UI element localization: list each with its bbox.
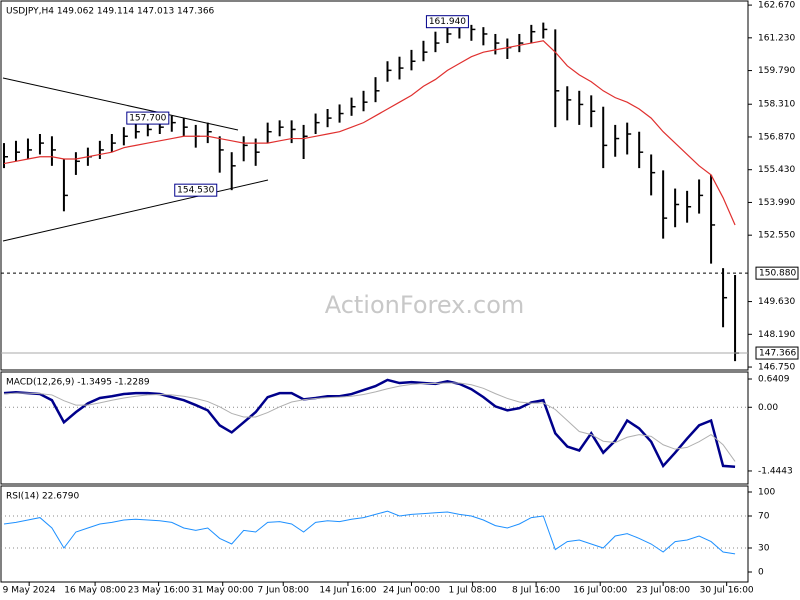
- y-tick-label: 0.6409: [758, 375, 790, 385]
- panel-frame: [0, 0, 749, 371]
- panel-title: RSI(14) 22.6790: [6, 492, 79, 502]
- x-tick-label: 9 May 2024: [3, 586, 56, 596]
- y-tick-label: -1.4443: [758, 466, 793, 476]
- y-tick-label: 0: [758, 568, 764, 578]
- annotation-label: 157.700: [129, 114, 166, 124]
- y-tick-label: 156.870: [758, 132, 795, 142]
- panel-frame: [0, 371, 749, 485]
- y-tick-label: 153.990: [758, 198, 795, 208]
- x-tick-label: 8 Jul 16:00: [512, 586, 561, 596]
- x-tick-label: 24 Jun 00:00: [383, 586, 440, 596]
- annotation-box: [425, 15, 469, 29]
- annotation-box: [174, 183, 218, 197]
- annotation-box: [126, 111, 170, 125]
- y-tick-label: 158.310: [758, 100, 795, 110]
- y-tick-label: 155.430: [758, 165, 795, 175]
- moving-average: [3, 40, 736, 226]
- y-tick-label: 152.550: [758, 231, 795, 241]
- y-tick-label: 148.190: [758, 330, 795, 340]
- x-tick-label: 7 Jun 08:00: [258, 586, 310, 596]
- y-tick-label: 100: [758, 488, 775, 498]
- annotation-label: 154.530: [177, 186, 214, 196]
- y-tick-label: 162.670: [758, 1, 795, 11]
- watermark: ActionForex.com: [325, 291, 525, 319]
- y-tick-label: 30: [758, 544, 770, 554]
- indicator-line: [3, 382, 736, 462]
- x-tick-label: 16 May 08:00: [64, 586, 126, 596]
- x-tick-label: 23 May 16:00: [128, 586, 190, 596]
- level-tag: [755, 266, 799, 280]
- x-tick-label: 23 Jul 08:00: [636, 586, 690, 596]
- x-tick-label: 1 Jul 08:00: [448, 586, 497, 596]
- panel-title: MACD(12,26,9) -1.3495 -1.2289: [6, 378, 150, 388]
- last-price-label: 147.366: [759, 349, 796, 359]
- level-label: 150.880: [759, 269, 796, 279]
- y-tick-label: 161.230: [758, 33, 795, 43]
- indicator-line: [3, 510, 736, 555]
- y-tick-label: 0.00: [758, 403, 778, 413]
- trend-line: [2, 77, 239, 131]
- y-tick-label: 70: [758, 512, 770, 522]
- y-tick-label: 159.790: [758, 66, 795, 76]
- x-tick-label: 14 Jun 16:00: [319, 586, 376, 596]
- x-tick-label: 30 Jul 16:00: [700, 586, 754, 596]
- x-tick-label: 16 Jul 00:00: [573, 586, 627, 596]
- x-tick-label: 31 May 00:00: [192, 586, 254, 596]
- trend-line: [2, 179, 269, 242]
- y-tick-label: 146.750: [758, 363, 795, 373]
- panel-frame: [0, 485, 749, 583]
- last-price-tag: [755, 346, 799, 360]
- y-tick-label: 149.630: [758, 297, 795, 307]
- annotation-label: 161.940: [429, 17, 466, 27]
- panel-title: USDJPY,H4 149.062 149.114 147.013 147.36…: [6, 7, 215, 17]
